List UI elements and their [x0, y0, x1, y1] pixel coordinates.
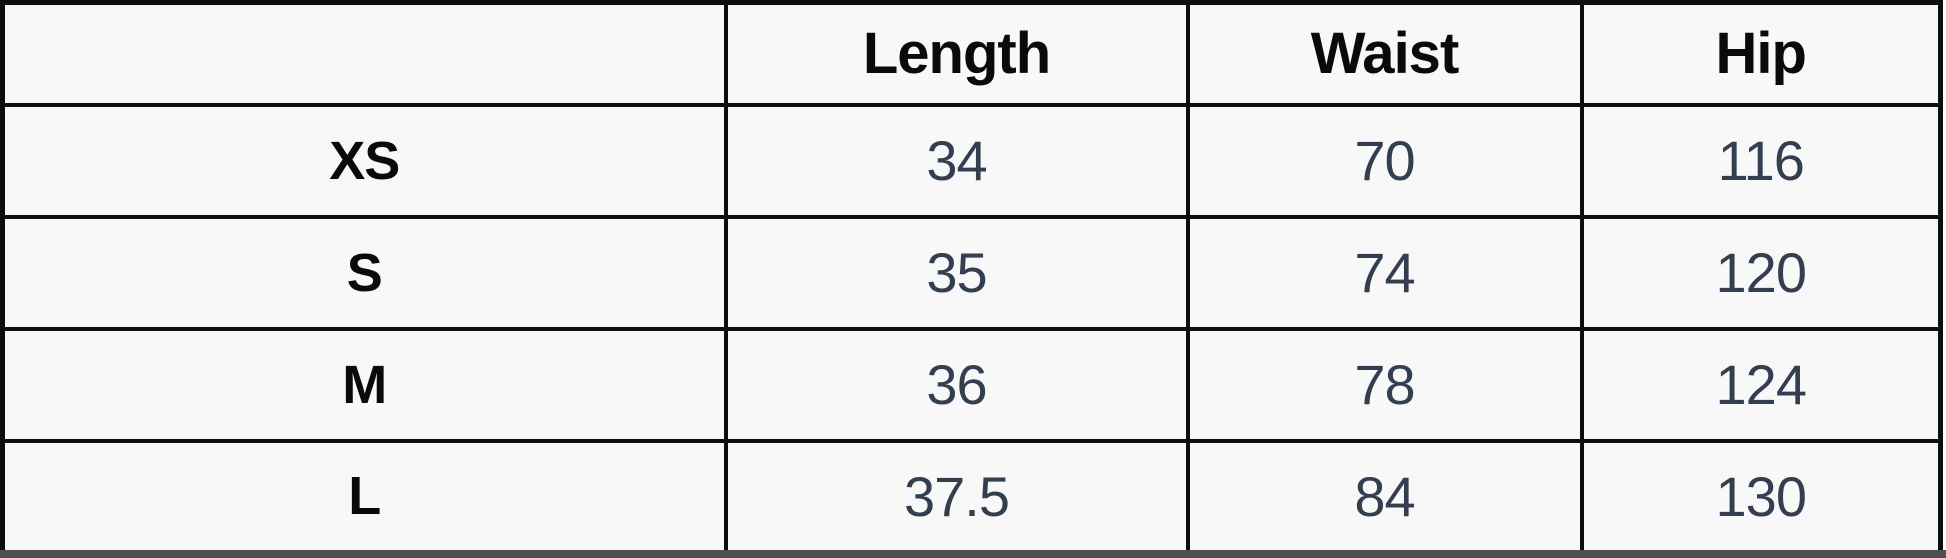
cell-l-hip: 130 [1579, 438, 1943, 555]
cell-s-waist: 74 [1185, 214, 1584, 331]
table-row-m: M 36 78 124 [0, 326, 1943, 443]
row-label-s: S [0, 214, 728, 331]
header-cell-waist: Waist [1185, 0, 1584, 107]
header-cell-length: Length [723, 0, 1190, 107]
cell-s-hip: 120 [1579, 214, 1943, 331]
cell-xs-hip: 116 [1579, 102, 1943, 219]
cell-m-waist: 78 [1185, 326, 1584, 443]
cell-s-length: 35 [723, 214, 1190, 331]
cell-xs-waist: 70 [1185, 102, 1584, 219]
bottom-edge-bar [0, 550, 1946, 558]
cell-xs-length: 34 [723, 102, 1190, 219]
cell-l-waist: 84 [1185, 438, 1584, 555]
table-row-l: L 37.5 84 130 [0, 438, 1943, 555]
row-label-l: L [0, 438, 728, 555]
row-label-m: M [0, 326, 728, 443]
row-label-xs: XS [0, 102, 728, 219]
header-cell-empty [0, 0, 728, 107]
cell-l-length: 37.5 [723, 438, 1190, 555]
table-row-xs: XS 34 70 116 [0, 102, 1943, 219]
header-cell-hip: Hip [1579, 0, 1943, 107]
table-row-s: S 35 74 120 [0, 214, 1943, 331]
header-row: Length Waist Hip [0, 0, 1943, 107]
cell-m-length: 36 [723, 326, 1190, 443]
cell-m-hip: 124 [1579, 326, 1943, 443]
